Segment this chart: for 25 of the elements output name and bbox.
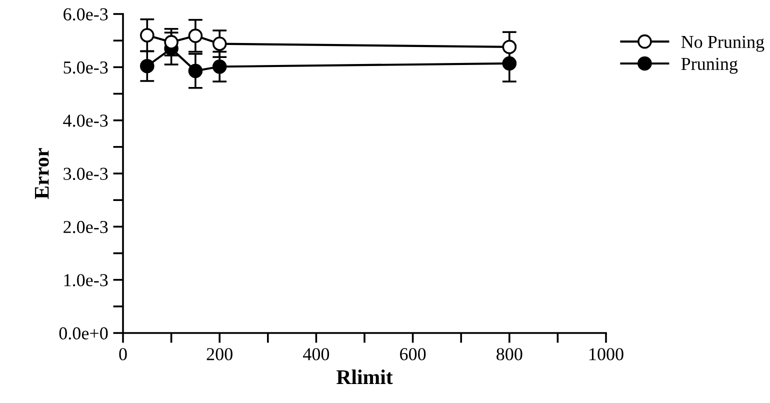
x-tick-label: 400: [303, 348, 330, 360]
x-tick-label: 200: [206, 348, 232, 360]
point: [140, 28, 154, 42]
y-tick-label: 2.0e-3: [64, 220, 108, 234]
x-tick-label: 600: [400, 348, 426, 360]
point: [188, 28, 203, 43]
x-axis-title: Rlimit: [336, 370, 393, 384]
point: [140, 58, 154, 74]
y-tick-label: 6.0e-3: [64, 8, 108, 21]
point: [212, 59, 227, 74]
legend-label: Pruning: [681, 58, 738, 74]
x-tick-label: 0: [119, 348, 127, 360]
y-tick-label: 0.0e+0: [59, 327, 108, 340]
y-axis-title: Error: [34, 148, 49, 199]
y-tick-label: 5.0e-3: [64, 61, 108, 74]
x-tick-label: 800: [496, 348, 522, 360]
point: [188, 64, 203, 78]
y-tick-label: 3.0e-3: [64, 168, 108, 180]
y-tick-label: 4.0e-3: [63, 114, 108, 127]
x-tick-label: 1000: [590, 348, 624, 360]
legend-label: No Pruning: [681, 36, 764, 52]
point: [502, 40, 517, 54]
y-tick-label: 1.0e-3: [64, 274, 108, 286]
point: [164, 35, 178, 50]
point: [212, 36, 227, 51]
